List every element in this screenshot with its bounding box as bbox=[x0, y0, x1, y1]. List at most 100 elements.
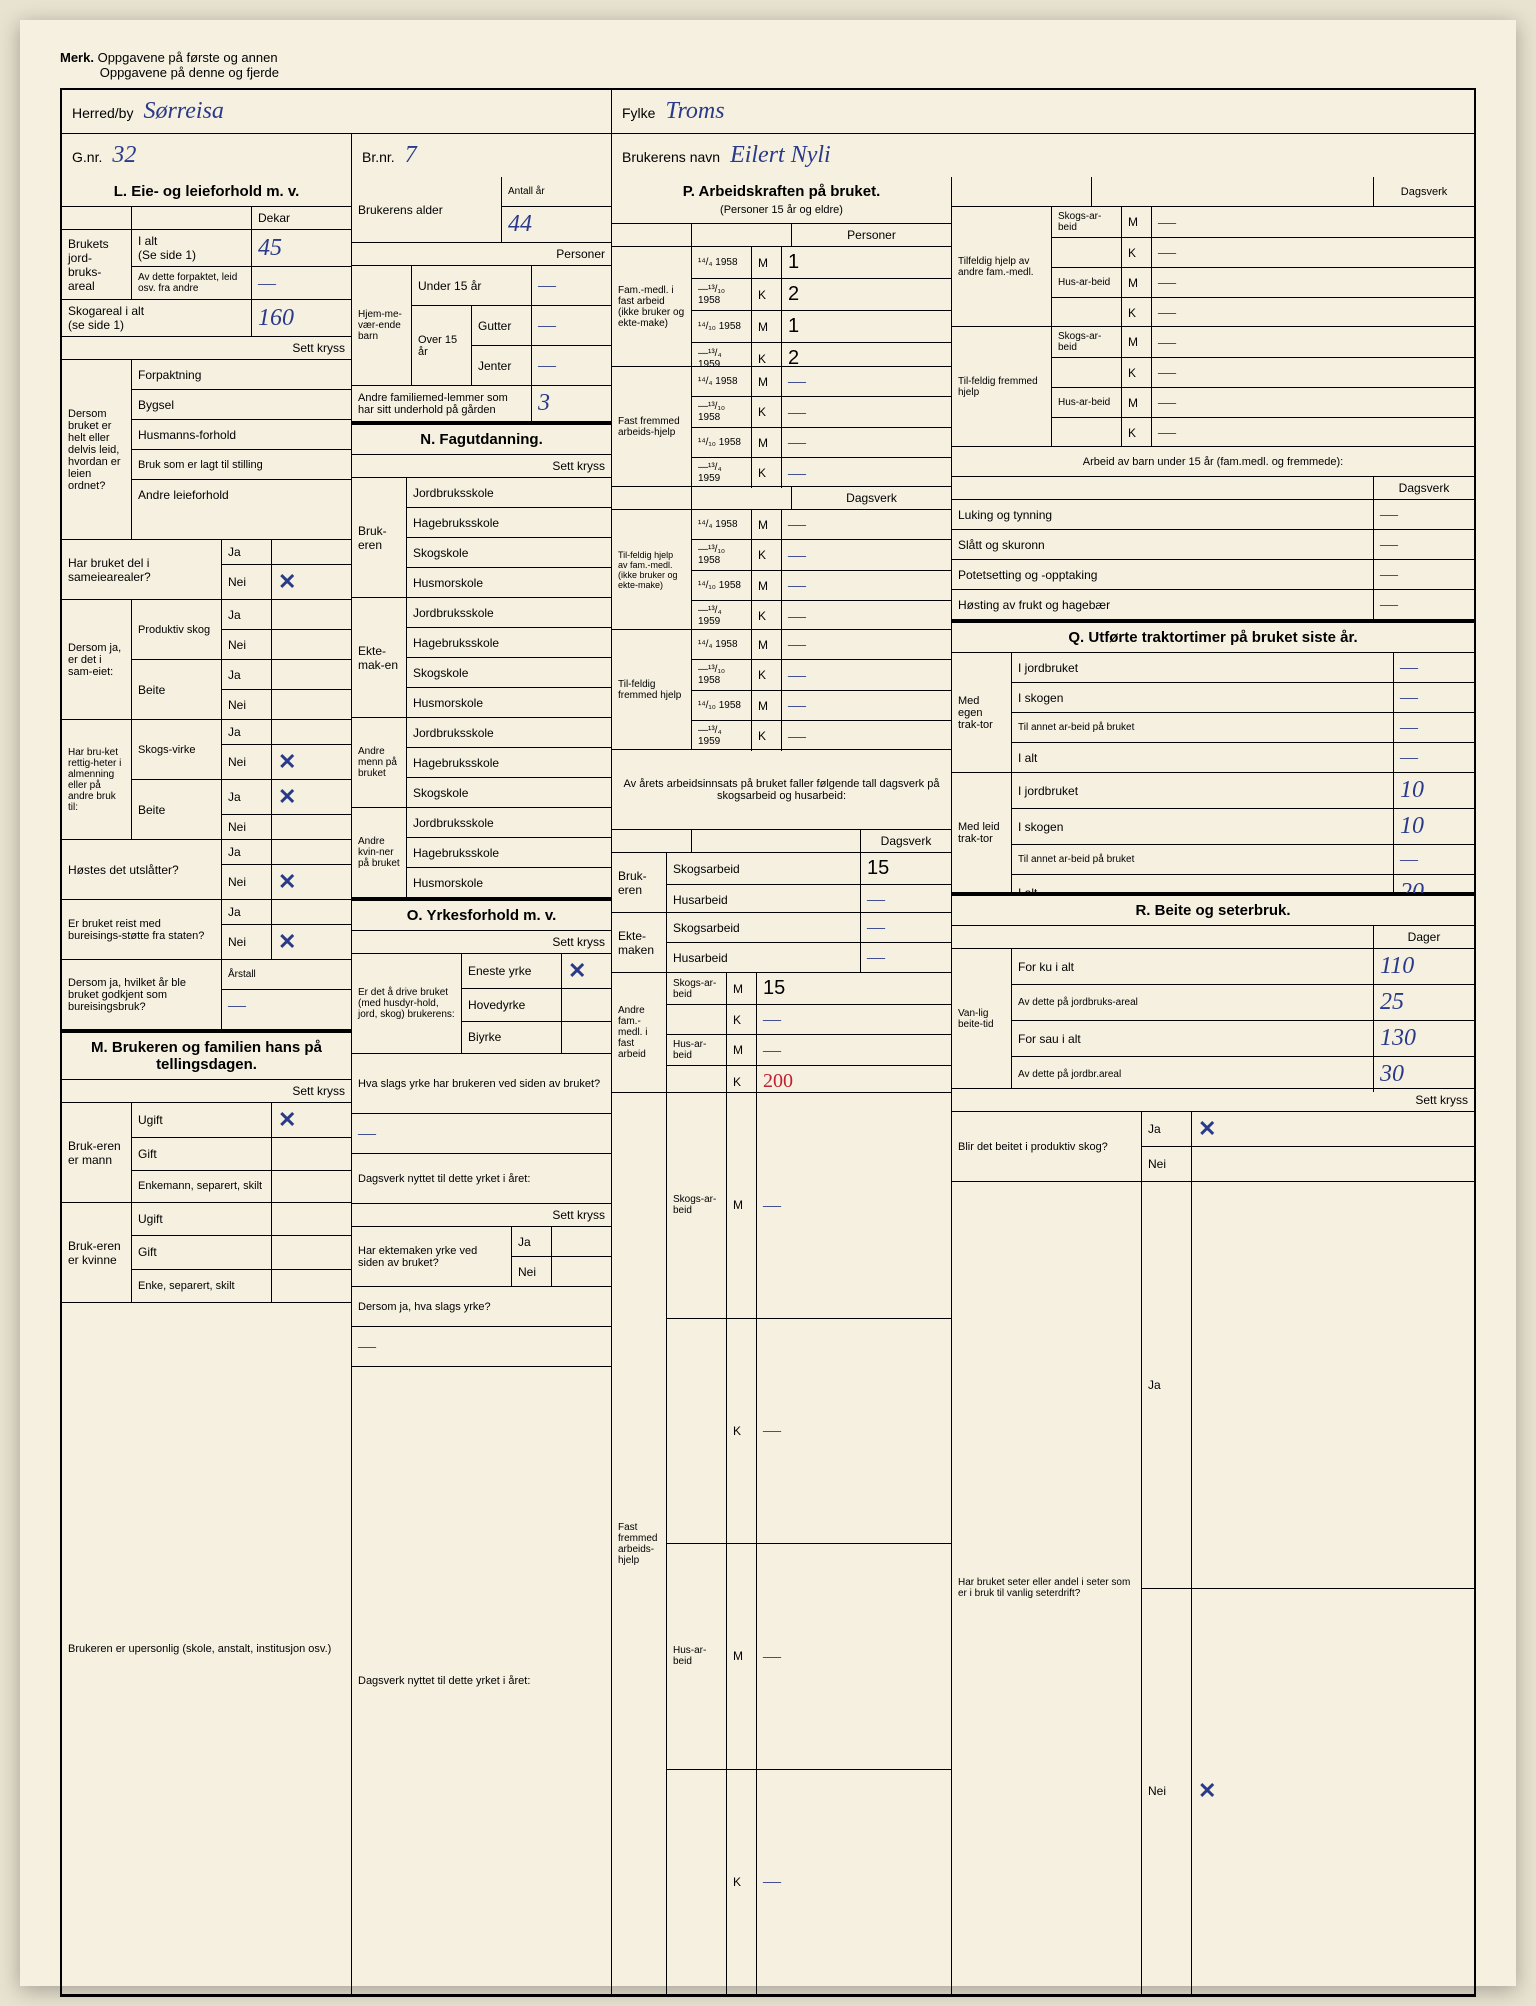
d-7: ¹⁴/₁₀ 1958 bbox=[692, 428, 752, 457]
k-5: K bbox=[752, 540, 782, 570]
L-title: L. Eie- og leieforhold m. v. bbox=[62, 177, 351, 207]
hovedyrke: Hovedyrke bbox=[462, 989, 562, 1021]
ja-4: Ja bbox=[222, 720, 272, 744]
bruk-stilling: Bruk som er lagt til stilling bbox=[132, 450, 351, 480]
bureising: Er bruket reist med bureisings-støtte fr… bbox=[62, 900, 222, 959]
ku-v: 110 bbox=[1380, 953, 1414, 980]
m-6: M bbox=[752, 571, 782, 600]
nei-x-4: ✕ bbox=[278, 929, 296, 955]
n-jord-4: Jordbruksskole bbox=[407, 808, 611, 838]
n-skog-2: Skogskole bbox=[407, 658, 611, 688]
d-14: —¹³/₁₀ 1958 bbox=[692, 660, 752, 690]
jordbruks-areal: Brukets jord-bruks-areal bbox=[62, 230, 132, 299]
dersom-label: Dersom bruket er helt eller delvis leid,… bbox=[62, 360, 132, 539]
r-skog-2: Skogs-ar-beid bbox=[1052, 327, 1122, 357]
ja-r1: Ja bbox=[1142, 1112, 1192, 1146]
q-annet-2: Til annet ar-beid på bruket bbox=[1012, 845, 1394, 874]
p-skog-1: Skogsarbeid bbox=[667, 853, 861, 884]
nei-3: Nei bbox=[222, 690, 272, 719]
gnr-label: G.nr. bbox=[72, 149, 102, 165]
m-12: M bbox=[727, 1544, 757, 1769]
n-andre-k: Andre kvin-ner på bruket bbox=[352, 808, 407, 897]
col-L: L. Eie- og leieforhold m. v. Dekar Bruke… bbox=[62, 177, 352, 1995]
brnr-value: 7 bbox=[405, 142, 417, 169]
avdette-value: — bbox=[258, 273, 276, 294]
p-skog-2: Skogsarbeid bbox=[667, 913, 861, 942]
ja-x-1: ✕ bbox=[278, 784, 296, 810]
eneste-x: ✕ bbox=[568, 958, 586, 984]
bruker-kvinne: Bruk-eren er kvinne bbox=[62, 1203, 132, 1302]
dagsverk-r: Dagsverk bbox=[1374, 177, 1474, 206]
potet: Potetsetting og -opptaking bbox=[952, 560, 1374, 589]
dersom-ja-yrke: Dersom ja, hva slags yrke? bbox=[352, 1287, 611, 1327]
merk-label: Merk. bbox=[60, 50, 94, 65]
av-arets: Av årets arbeidsinnsats på bruket faller… bbox=[612, 750, 951, 830]
v-2: 2 bbox=[788, 283, 799, 306]
d-10: —¹³/₁₀ 1958 bbox=[692, 540, 752, 570]
ja-5: Ja bbox=[222, 780, 272, 814]
n-hus-4: Husmorskole bbox=[407, 868, 611, 898]
n-hage-1: Hagebruksskole bbox=[407, 508, 611, 538]
d-9: ¹⁴/₄ 1958 bbox=[692, 510, 752, 539]
main-grid: L. Eie- og leieforhold m. v. Dekar Bruke… bbox=[60, 177, 1476, 1997]
med-egen: Med egen trak-tor bbox=[952, 653, 1012, 772]
ja-r2: Ja bbox=[1142, 1182, 1192, 1588]
skogareal-label: Skogareal i alt (se side 1) bbox=[62, 300, 252, 336]
andre-leie: Andre leieforhold bbox=[132, 480, 351, 510]
q-skog-1: I skogen bbox=[1012, 683, 1394, 712]
merk-line1: Oppgavene på første og annen bbox=[98, 50, 278, 65]
biyrke: Biyrke bbox=[462, 1022, 562, 1054]
upersonlig: Brukeren er upersonlig (skole, anstalt, … bbox=[62, 1303, 351, 1995]
hva-slags: Hva slags yrke har brukeren ved siden av… bbox=[352, 1054, 611, 1114]
ialt-label: I alt (Se side 1) bbox=[132, 230, 252, 266]
p-andre-fam: Andre fam.-medl. i fast arbeid bbox=[612, 973, 667, 1092]
hostes: Høstes det utslåtter? bbox=[62, 840, 222, 899]
m-10: M bbox=[727, 1035, 757, 1065]
dagsverk-hdr-2: Dagsverk bbox=[861, 830, 951, 852]
nei-1: Nei bbox=[222, 565, 272, 599]
d-2: —¹³/₁₀ 1958 bbox=[692, 279, 752, 310]
d-5: ¹⁴/₄ 1958 bbox=[692, 367, 752, 396]
m-2: M bbox=[752, 311, 782, 342]
nei-x-1: ✕ bbox=[278, 569, 296, 595]
q-skog-v: 10 bbox=[1400, 813, 1424, 840]
ugift-x: ✕ bbox=[278, 1107, 296, 1133]
nei-o: Nei bbox=[512, 1257, 552, 1286]
enkemann: Enkemann, separert, skilt bbox=[132, 1171, 272, 1203]
dersom-ja: Dersom ja, er det i sam-eiet: bbox=[62, 600, 132, 719]
husmanns: Husmanns-forhold bbox=[132, 420, 351, 450]
ugift-m: Ugift bbox=[132, 1103, 272, 1137]
sett-kryss-o: Sett kryss bbox=[352, 931, 611, 953]
enke: Enke, separert, skilt bbox=[132, 1270, 272, 1302]
rk-4: K bbox=[1122, 418, 1152, 447]
q-ialt-1: I alt bbox=[1012, 743, 1394, 772]
navn-label: Brukerens navn bbox=[622, 149, 720, 165]
n-hage-4: Hagebruksskole bbox=[407, 838, 611, 868]
k-11: K bbox=[727, 1319, 757, 1544]
hjemme-barn: Hjem-me-vær-ende barn bbox=[352, 266, 412, 385]
m-11: M bbox=[727, 1093, 757, 1318]
dager: Dager bbox=[1374, 926, 1474, 948]
gutter: Gutter bbox=[472, 306, 532, 345]
v-3: 1 bbox=[788, 315, 799, 338]
m-4: M bbox=[752, 428, 782, 457]
jordbr-v: 30 bbox=[1380, 1061, 1404, 1088]
p-hus-2: Husarbeid bbox=[667, 943, 861, 972]
rm-3: M bbox=[1122, 327, 1152, 357]
n-jord-1: Jordbruksskole bbox=[407, 478, 611, 508]
personer-hdr: Personer bbox=[352, 243, 611, 265]
d-6: —¹³/₁₀ 1958 bbox=[692, 397, 752, 427]
jenter: Jenter bbox=[472, 346, 532, 385]
k-8: K bbox=[752, 721, 782, 751]
ja-7: Ja bbox=[222, 900, 272, 924]
P-subtitle: (Personer 15 år og eldre) bbox=[720, 204, 843, 216]
bruker-mann: Bruk-eren er mann bbox=[62, 1103, 132, 1202]
p-ektemaken: Ekte-maken bbox=[612, 913, 667, 972]
r-nei-x: ✕ bbox=[1198, 1778, 1216, 1804]
k-7: K bbox=[752, 660, 782, 690]
p-hus-1: Husarbeid bbox=[667, 885, 861, 914]
jord-v-r: 25 bbox=[1380, 989, 1404, 1016]
dagsverk-nyttet-2: Dagsverk nyttet til dette yrket i året: bbox=[352, 1367, 611, 1995]
n-ekte: Ekte-mak-en bbox=[352, 598, 407, 717]
M-title: M. Brukeren og familien hans på tellings… bbox=[62, 1030, 351, 1080]
